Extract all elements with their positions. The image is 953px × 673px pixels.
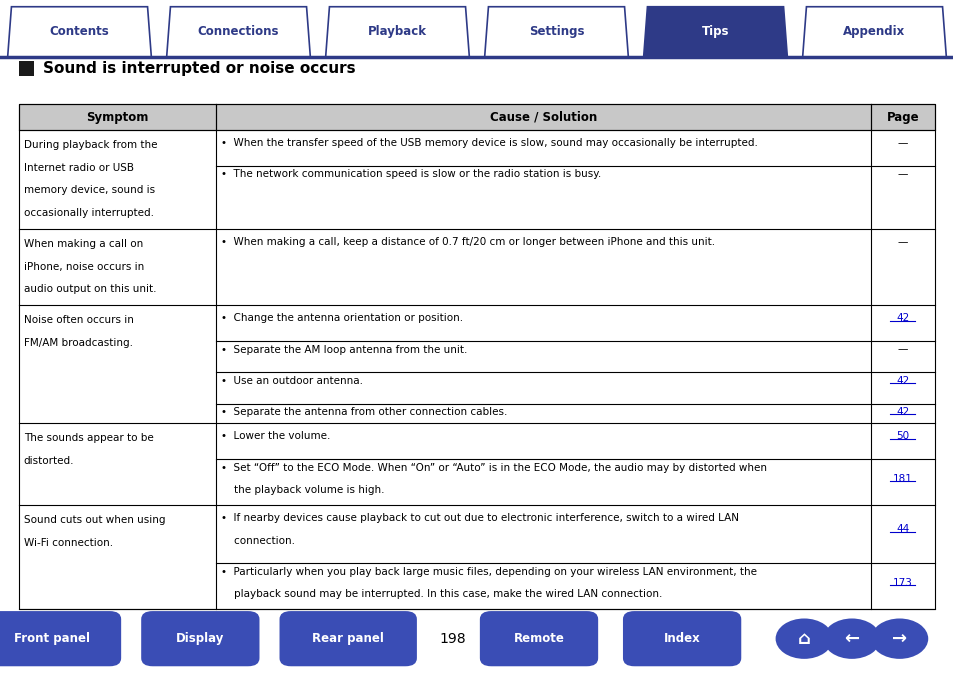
- Text: Tips: Tips: [701, 26, 728, 38]
- Text: Rear panel: Rear panel: [312, 632, 384, 645]
- Text: ⌂: ⌂: [797, 630, 810, 647]
- Text: 42: 42: [895, 376, 908, 386]
- Bar: [19, 229, 934, 306]
- Text: Noise often occurs in: Noise often occurs in: [24, 316, 133, 325]
- Text: 198: 198: [439, 632, 466, 645]
- Text: →: →: [891, 630, 906, 647]
- FancyBboxPatch shape: [0, 611, 121, 666]
- Text: 173: 173: [892, 578, 912, 588]
- Text: Remote: Remote: [513, 632, 564, 645]
- Bar: [19, 423, 934, 505]
- Text: playback sound may be interrupted. In this case, make the wired LAN connection.: playback sound may be interrupted. In th…: [220, 590, 661, 600]
- Text: •  When the transfer speed of the USB memory device is slow, sound may occasiona: • When the transfer speed of the USB mem…: [220, 138, 757, 148]
- Text: •  Use an outdoor antenna.: • Use an outdoor antenna.: [220, 376, 362, 386]
- Polygon shape: [325, 7, 469, 57]
- Text: the playback volume is high.: the playback volume is high.: [220, 485, 384, 495]
- Text: •  Separate the AM loop antenna from the unit.: • Separate the AM loop antenna from the …: [220, 345, 467, 355]
- Bar: [19, 505, 934, 609]
- Bar: [19, 306, 934, 423]
- Text: Cause / Solution: Cause / Solution: [489, 110, 597, 124]
- Polygon shape: [8, 7, 152, 57]
- Circle shape: [870, 618, 927, 659]
- Text: 42: 42: [895, 407, 908, 417]
- Text: Sound is interrupted or noise occurs: Sound is interrupted or noise occurs: [43, 61, 355, 76]
- Circle shape: [775, 618, 832, 659]
- Text: —: —: [897, 345, 907, 355]
- Text: FM/AM broadcasting.: FM/AM broadcasting.: [24, 338, 132, 348]
- Text: Appendix: Appendix: [842, 26, 904, 38]
- Text: •  The network communication speed is slow or the radio station is busy.: • The network communication speed is slo…: [220, 169, 600, 179]
- Text: connection.: connection.: [220, 536, 294, 546]
- Text: distorted.: distorted.: [24, 456, 74, 466]
- Text: —: —: [897, 138, 907, 148]
- Text: Display: Display: [176, 632, 224, 645]
- Text: iPhone, noise occurs in: iPhone, noise occurs in: [24, 262, 144, 271]
- Text: Symptom: Symptom: [87, 110, 149, 124]
- Text: occasionally interrupted.: occasionally interrupted.: [24, 208, 153, 217]
- Bar: [19, 130, 934, 229]
- Text: Connections: Connections: [197, 26, 279, 38]
- Text: Index: Index: [663, 632, 700, 645]
- Circle shape: [822, 618, 880, 659]
- Text: ←: ←: [843, 630, 859, 647]
- Text: Page: Page: [885, 110, 918, 124]
- Bar: [19, 104, 934, 609]
- Text: •  When making a call, keep a distance of 0.7 ft/20 cm or longer between iPhone : • When making a call, keep a distance of…: [220, 237, 714, 247]
- Text: The sounds appear to be: The sounds appear to be: [24, 433, 153, 444]
- Text: —: —: [897, 237, 907, 247]
- Text: •  Lower the volume.: • Lower the volume.: [220, 431, 330, 441]
- Text: During playback from the: During playback from the: [24, 140, 157, 150]
- Text: Sound cuts out when using: Sound cuts out when using: [24, 515, 165, 525]
- Text: •  If nearby devices cause playback to cut out due to electronic interference, s: • If nearby devices cause playback to cu…: [220, 513, 738, 523]
- Polygon shape: [167, 7, 310, 57]
- Text: audio output on this unit.: audio output on this unit.: [24, 284, 156, 294]
- Text: •  Separate the antenna from other connection cables.: • Separate the antenna from other connec…: [220, 407, 507, 417]
- Text: 181: 181: [892, 474, 912, 484]
- FancyBboxPatch shape: [279, 611, 416, 666]
- Text: •  Set “Off” to the ECO Mode. When “On” or “Auto” is in the ECO Mode, the audio : • Set “Off” to the ECO Mode. When “On” o…: [220, 462, 766, 472]
- Text: memory device, sound is: memory device, sound is: [24, 185, 154, 195]
- Text: Internet radio or USB: Internet radio or USB: [24, 163, 133, 172]
- Bar: [19, 61, 34, 76]
- Text: •  Change the antenna orientation or position.: • Change the antenna orientation or posi…: [220, 314, 462, 323]
- Text: When making a call on: When making a call on: [24, 239, 143, 249]
- Polygon shape: [643, 7, 786, 57]
- Text: Front panel: Front panel: [14, 632, 91, 645]
- Polygon shape: [801, 7, 945, 57]
- FancyBboxPatch shape: [622, 611, 740, 666]
- FancyBboxPatch shape: [141, 611, 259, 666]
- Text: 42: 42: [895, 314, 908, 323]
- Text: Wi-Fi connection.: Wi-Fi connection.: [24, 538, 112, 548]
- Bar: [19, 104, 934, 130]
- Text: —: —: [897, 169, 907, 179]
- Polygon shape: [484, 7, 628, 57]
- FancyBboxPatch shape: [479, 611, 598, 666]
- Text: Settings: Settings: [528, 26, 583, 38]
- Text: Playback: Playback: [368, 26, 427, 38]
- Text: 44: 44: [895, 524, 908, 534]
- Text: •  Particularly when you play back large music files, depending on your wireless: • Particularly when you play back large …: [220, 567, 756, 577]
- Text: 50: 50: [896, 431, 908, 441]
- Text: Contents: Contents: [50, 26, 110, 38]
